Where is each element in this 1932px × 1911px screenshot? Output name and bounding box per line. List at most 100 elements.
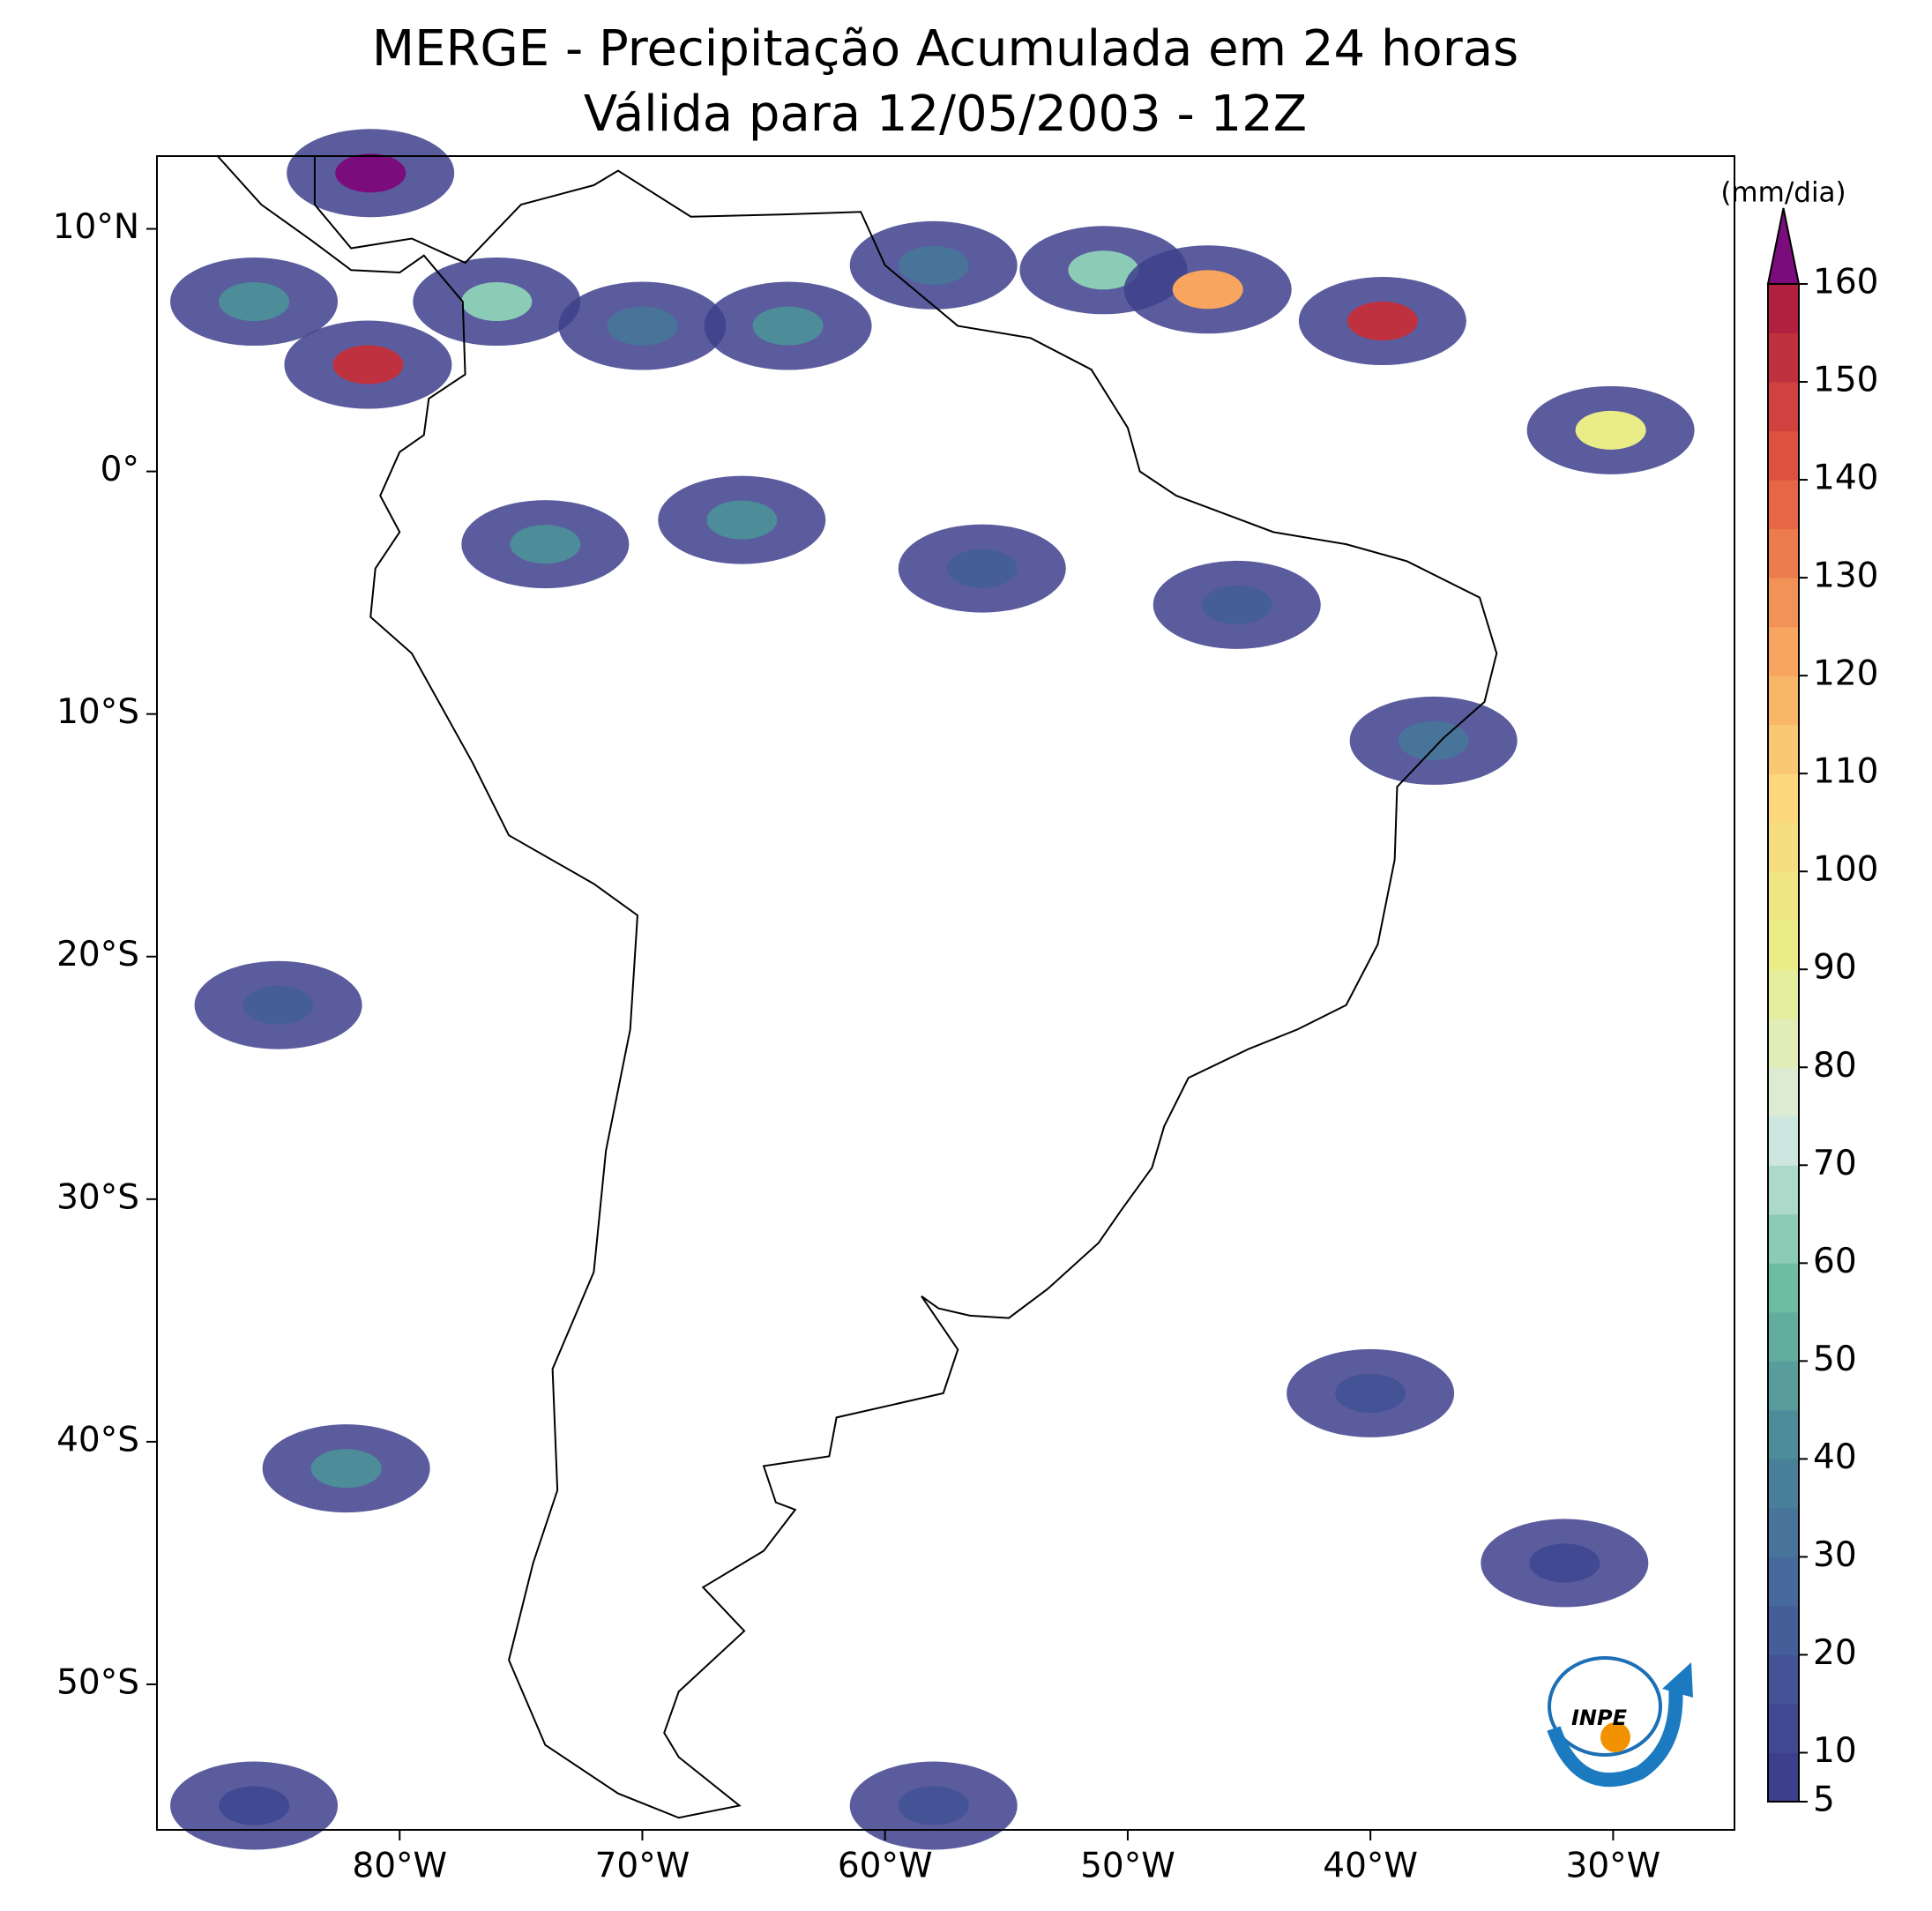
rain-cell [242,985,314,1025]
colorbar-band [1768,1311,1799,1362]
rain-cell [1575,410,1646,450]
coastline-layer [215,155,1498,1819]
colorbar-tick-label: 150 [1813,361,1878,400]
rain-cell [1068,250,1139,290]
colorbar-band [1768,1605,1799,1655]
y-tick-label: 0° [101,450,139,489]
colorbar-band [1768,480,1799,530]
colorbar-tick-label: 140 [1813,459,1878,498]
y-tick-label: 10°S [56,692,139,732]
colorbar-tick-label: 80 [1813,1046,1857,1086]
colorbar-band [1768,1018,1799,1068]
colorbar-unit: (mm/dia) [1720,177,1846,209]
rain-cell [1529,1543,1600,1583]
colorbar-band [1768,528,1799,579]
colorbar-band [1768,724,1799,774]
map-frame [156,155,1735,1831]
inpe-logo: INPE [1527,1621,1715,1806]
rain-cell [898,245,969,285]
x-tick-label: 80°W [352,1847,447,1886]
rain-cell [219,282,290,322]
colorbar-tick-label: 10 [1813,1731,1857,1771]
rain-cell [332,345,404,384]
x-tick-label: 60°W [838,1847,933,1886]
x-tick-label: 70°W [595,1847,690,1886]
rain-cell [706,500,778,540]
logo-orbit [1548,1656,1662,1757]
colorbar-band [1768,1213,1799,1264]
colorbar-tick-label: 70 [1813,1144,1857,1183]
rain-cell [335,153,407,193]
x-tick-label: 50°W [1080,1847,1175,1886]
colorbar-band [1768,1507,1799,1557]
colorbar-tick-label: 100 [1813,850,1878,890]
colorbar-band [1768,1556,1799,1607]
colorbar-band [1768,578,1799,628]
logo-arrow-head [1662,1662,1693,1698]
x-tick-label: 40°W [1323,1847,1418,1886]
y-tick-label: 10°N [53,207,139,247]
precipitation-layer [170,129,1695,1850]
rain-cell [898,1786,969,1825]
rain-cell [1335,1373,1406,1413]
colorbar-extend [1766,207,1801,285]
colorbar-tick-label: 60 [1813,1242,1857,1281]
rain-cell [752,306,824,346]
colorbar: 5 10 20 30 40 50 60 70 80 90 100 110 120 130 140 150 160… [1720,177,1878,1820]
colorbar-band [1768,1263,1799,1313]
colorbar-band [1768,676,1799,726]
colorbar-tick-label: 20 [1813,1633,1857,1673]
colorbar-tick-label: 120 [1813,654,1878,694]
colorbar-band [1768,969,1799,1019]
colorbar-tick-label: 30 [1813,1535,1857,1575]
coastline [215,155,1498,1819]
colorbar-tick-label: 110 [1813,752,1878,792]
colorbar-band [1768,1361,1799,1411]
rain-cell [607,306,678,346]
colorbar-band [1768,1654,1799,1705]
colorbar-band [1768,1067,1799,1117]
colorbar-band [1768,1165,1799,1215]
rain-cell [1346,302,1418,341]
rain-cell [1398,720,1469,760]
rain-cell [510,525,581,564]
rain-cell [946,549,1018,588]
colorbar-band [1768,1116,1799,1166]
colorbar-band [1768,773,1799,824]
rain-cell [310,1449,382,1489]
map-title: MERGE - Precipitação Acumulada em 24 hor… [372,20,1518,78]
x-tick-label: 30°W [1566,1847,1661,1886]
colorbar-frame [1767,283,1800,1803]
rain-cell [1172,270,1243,310]
rain-cell [461,282,533,322]
colorbar-tick-label: 5 [1813,1780,1835,1820]
colorbar-tick-label: 90 [1813,948,1857,988]
colorbar-band [1768,1459,1799,1509]
colorbar-tick-label: 160 [1813,263,1878,302]
colorbar-tick-label: 130 [1813,556,1878,596]
colorbar-band [1768,430,1799,481]
colorbar-band [1768,332,1799,383]
y-tick-label: 50°S [56,1662,139,1702]
y-tick-label: 20°S [56,935,139,974]
colorbar-band [1768,284,1799,334]
y-tick-label: 30°S [56,1177,139,1217]
colorbar-band [1768,1703,1799,1753]
colorbar-tick-label: 40 [1813,1437,1857,1477]
colorbar-tick-label: 50 [1813,1340,1857,1379]
rain-cell [219,1786,290,1825]
rain-cell [1201,585,1272,624]
logo-arrow [1547,1683,1683,1788]
colorbar-band [1768,920,1799,970]
colorbar-band [1768,822,1799,872]
logo-text: INPE [1571,1706,1628,1730]
axes: 80°W 70°W 60°W 50°W 40°W 30°W 10°N 0° 10°S 20°S 30… [53,207,1661,1885]
y-tick-label: 40°S [56,1420,139,1459]
colorbar-band [1768,382,1799,432]
colorbar-band [1768,1409,1799,1459]
colorbar-band [1768,1752,1799,1803]
colorbar-band [1768,626,1799,676]
map-subtitle: Válida para 12/05/2003 - 12Z [584,86,1307,143]
